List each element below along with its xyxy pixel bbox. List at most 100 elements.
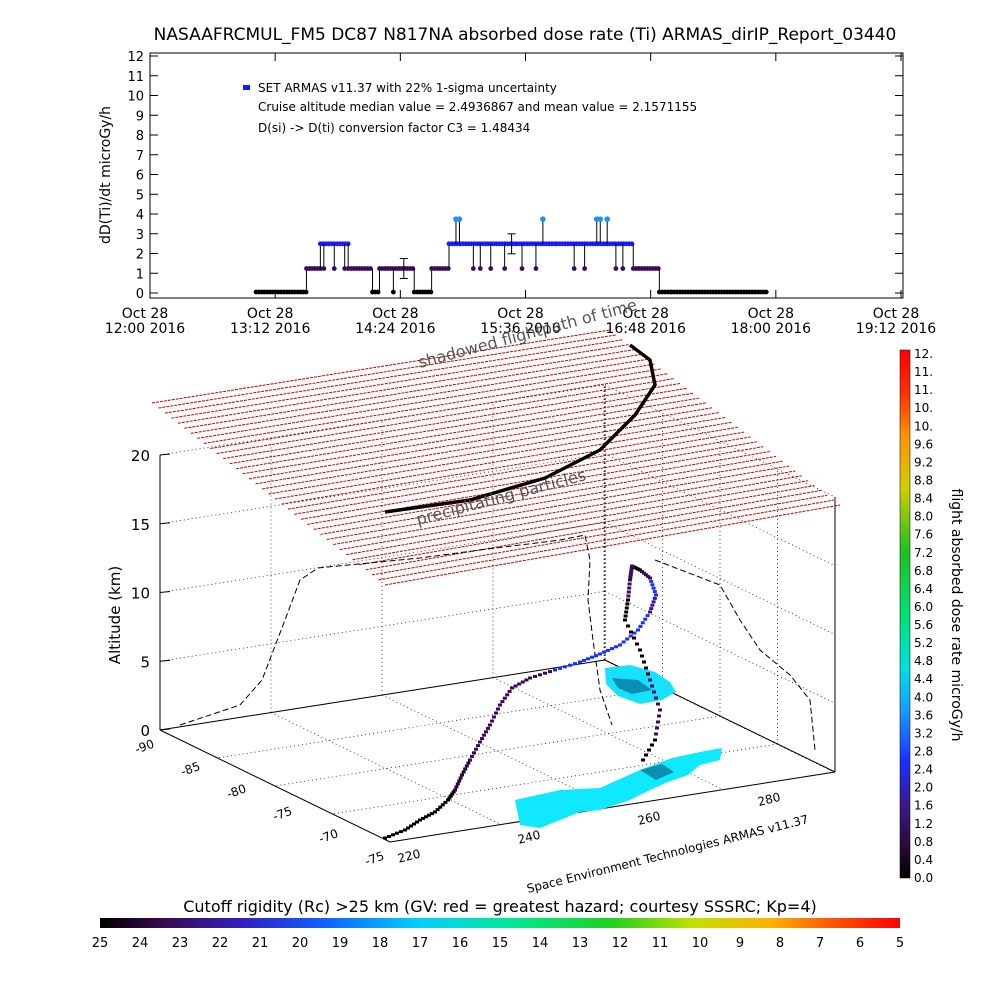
plane-line: [223, 382, 681, 460]
altitude-axis: 0 5 10 15 20: [131, 447, 171, 740]
cutoff-rigidity-plane: [151, 329, 841, 586]
flight-point: [623, 618, 627, 622]
plane-line: [384, 504, 841, 586]
flight-point: [568, 663, 572, 667]
x-tick-label-date: Oct 28: [247, 306, 293, 322]
flight-point: [403, 828, 407, 832]
dose-colorbar-label: 0.4: [914, 853, 933, 867]
flight-point: [640, 621, 645, 625]
rc-colorbar-label: 25: [92, 936, 109, 951]
z-tick-label: 5: [140, 653, 150, 671]
flight-point: [507, 689, 512, 693]
rc-colorbar-labels: 25 24 23 22 21 20 19 18 17 16 15 14 13 12 11 10 9 8 7 6 5: [92, 936, 904, 951]
lat-tick-label: -70: [317, 826, 340, 846]
rc-colorbar-label: 12: [612, 936, 629, 951]
lat-tick-label: -90: [133, 737, 156, 757]
rc-colorbar: [100, 918, 900, 928]
flight-point: [628, 572, 633, 576]
dose-colorbar-label: 2.0: [914, 781, 933, 795]
dose-colorbar-title: flight absorbed dose rate microGy/h: [948, 489, 964, 742]
flight-point: [558, 666, 562, 670]
flight-point: [656, 702, 660, 706]
dropout-point: [571, 266, 577, 271]
z-tick-label: 15: [131, 516, 150, 534]
ice-map: [515, 665, 722, 828]
flight-point: [626, 598, 630, 602]
plane-line: [359, 485, 815, 566]
flight-point: [649, 607, 654, 611]
flight-point: [415, 820, 419, 824]
flight-point: [645, 614, 650, 618]
dose-colorbar-label: 3.2: [914, 726, 933, 740]
flight-point: [628, 578, 632, 582]
flight-point: [455, 782, 460, 786]
dropout-point: [470, 266, 476, 271]
plane-line: [242, 397, 700, 475]
x-tick-label-time: 18:00 2016: [731, 321, 812, 337]
rc-colorbar-label: 18: [372, 936, 389, 951]
flight-point: [656, 720, 660, 724]
plane-line: [236, 392, 694, 470]
rc-colorbar-label: 8: [776, 936, 784, 951]
flight-point: [638, 648, 642, 652]
flight-point: [652, 596, 657, 600]
flight-point: [650, 603, 655, 607]
flight-point: [446, 798, 450, 802]
flight-point: [654, 696, 658, 700]
dose-colorbar-label: 2.4: [914, 763, 933, 777]
top-chart-title: NASAAFRCMUL_FM5 DC87 N817NA absorbed dos…: [154, 25, 897, 45]
flight-point: [454, 785, 459, 789]
plane-line: [216, 378, 674, 455]
flight-point: [638, 624, 643, 628]
plane-line: [197, 363, 655, 439]
plane-line: [313, 451, 770, 530]
flight-point: [628, 575, 633, 579]
flight-point: [632, 631, 637, 635]
rc-colorbar-label: 19: [332, 936, 349, 951]
y-tick-label: 2: [136, 248, 144, 263]
plane-line: [320, 455, 777, 535]
flight-point: [391, 833, 395, 837]
flight-point: [573, 662, 577, 666]
dose-colorbar-label: 12.: [914, 347, 933, 361]
flight-point: [627, 586, 632, 590]
altitude-axis-label: Altitude (km): [106, 566, 124, 664]
rc-colorbar-label: 21: [252, 936, 269, 951]
flight-point: [520, 680, 525, 684]
x-tick-label-date: Oct 28: [873, 306, 919, 322]
dose-colorbar-label: 9.2: [914, 455, 933, 469]
spike-point: [604, 216, 611, 222]
y-tick-label: 7: [136, 149, 144, 164]
flight-point: [624, 606, 629, 610]
dose-colorbar-label: 1.2: [914, 817, 933, 831]
flight-point: [614, 645, 618, 649]
x-tick-label-time: 13:12 2016: [230, 321, 311, 337]
flight-point: [650, 583, 655, 587]
flight-point: [492, 715, 496, 719]
lon-tick-label: 240: [516, 828, 542, 847]
flight-point: [657, 714, 661, 718]
flight-point: [644, 753, 648, 757]
rc-colorbar-label: 9: [736, 936, 744, 951]
flightpath-3d: [383, 564, 662, 840]
dose-colorbar-label: 4.8: [914, 654, 933, 668]
plane-line: [203, 368, 662, 444]
plane-line: [371, 494, 828, 576]
plane-line: [255, 407, 713, 485]
plane-line: [229, 387, 687, 465]
flight-point: [496, 707, 500, 711]
flight-point: [578, 660, 582, 664]
ice-shelf-south-detail: [640, 764, 674, 780]
flight-point: [440, 803, 445, 807]
dose-colorbar-label: 8.8: [914, 473, 933, 487]
data-point: [763, 289, 769, 295]
rc-colorbar-label: 11: [652, 936, 669, 951]
lat-tick-label: -75: [271, 804, 294, 824]
flight-point: [438, 805, 443, 809]
lon-tick-label: 220: [396, 847, 422, 866]
flight-point: [647, 748, 651, 752]
x-tick-label-time: 15:36 2016: [480, 321, 561, 337]
data-point: [655, 266, 661, 271]
flight-point: [427, 813, 431, 817]
